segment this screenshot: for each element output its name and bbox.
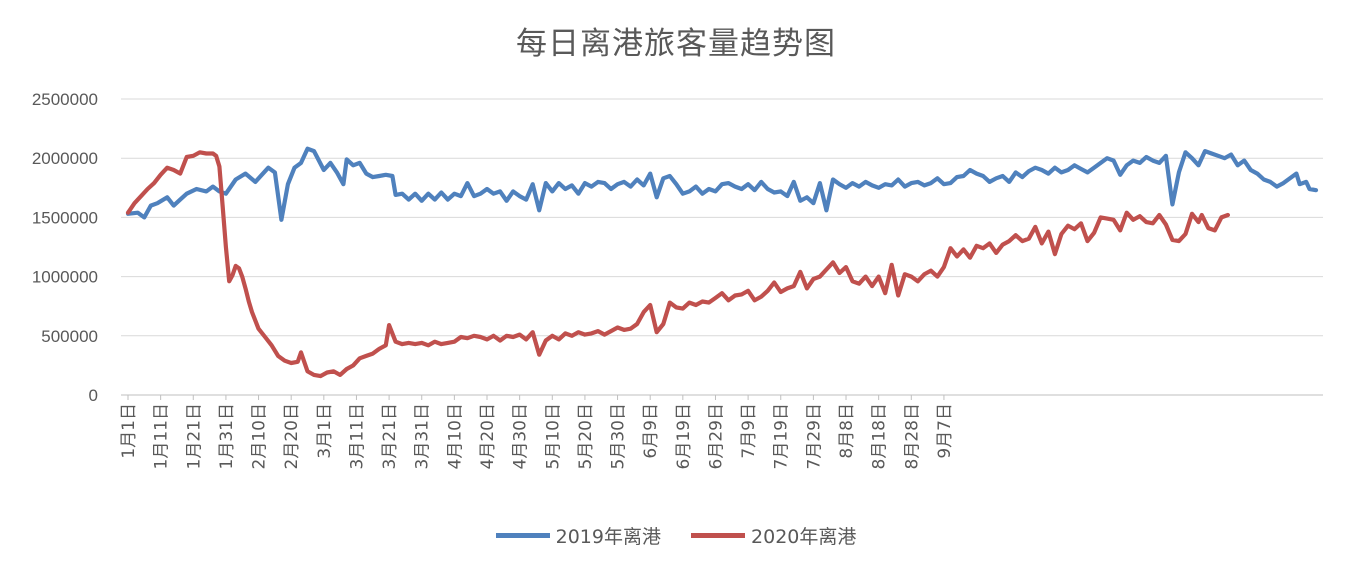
legend-swatch-2020	[691, 533, 746, 538]
x-tick-label: 3月31日	[413, 403, 433, 469]
x-tick-label: 9月7日	[935, 403, 955, 459]
x-axis: 1月1日 1月11日 1月21日 1月31日 2月10日 2月20日 3月1日 3月11日 3月…	[119, 395, 955, 469]
x-tick-label: 3月21日	[380, 403, 400, 469]
legend-item-2020: 2020年离港	[691, 522, 856, 549]
series-lines	[125, 146, 1319, 379]
x-tick-label: 5月20日	[576, 403, 596, 469]
y-tick-label: 500000	[41, 327, 98, 346]
y-axis-tick-labels: 0 500000 1000000 1500000 2000000 2500000	[32, 90, 98, 405]
x-tick-label: 8月28日	[902, 403, 922, 469]
x-tick-label: 6月9日	[641, 403, 661, 459]
y-tick-label: 1500000	[32, 208, 98, 227]
x-tick-label: 7月19日	[772, 403, 792, 469]
x-tick-label: 1月21日	[184, 403, 204, 469]
y-tick-label: 0	[89, 386, 98, 405]
x-tick-label: 5月30日	[609, 403, 629, 469]
legend-swatch-2019	[495, 533, 550, 538]
series-2020-line	[125, 150, 1230, 379]
x-tick-label: 1月31日	[217, 403, 237, 469]
x-tick-label: 2月20日	[282, 403, 302, 469]
x-tick-label: 7月29日	[804, 403, 824, 469]
y-tick-label: 2500000	[32, 90, 98, 109]
x-tick-label: 5月10日	[543, 403, 563, 469]
gridlines	[121, 98, 1323, 396]
y-tick-label: 1000000	[32, 268, 98, 287]
legend-label-2019: 2019年离港	[555, 526, 661, 548]
legend-item-2019: 2019年离港	[495, 522, 661, 549]
x-tick-label: 8月8日	[837, 403, 857, 459]
chart-title: 每日离港旅客量趋势图	[516, 26, 836, 62]
x-tick-label: 8月18日	[870, 403, 890, 469]
x-tick-label: 7月9日	[739, 403, 759, 459]
y-tick-label: 2000000	[32, 149, 98, 168]
x-tick-label: 4月30日	[511, 403, 531, 469]
x-tick-label: 4月10日	[445, 403, 465, 469]
x-tick-label: 4月20日	[478, 403, 498, 469]
series-2019-line	[125, 146, 1319, 222]
x-tick-label: 3月1日	[315, 403, 335, 459]
x-tick-label: 1月11日	[152, 403, 172, 469]
x-tick-label: 1月1日	[119, 403, 139, 459]
legend-label-2020: 2020年离港	[751, 526, 857, 548]
legend: 2019年离港 2020年离港	[0, 521, 1352, 549]
x-tick-label: 2月10日	[250, 403, 270, 469]
x-tick-label: 6月29日	[706, 403, 726, 469]
x-tick-label: 6月19日	[674, 403, 694, 469]
x-tick-label: 3月11日	[347, 403, 367, 469]
